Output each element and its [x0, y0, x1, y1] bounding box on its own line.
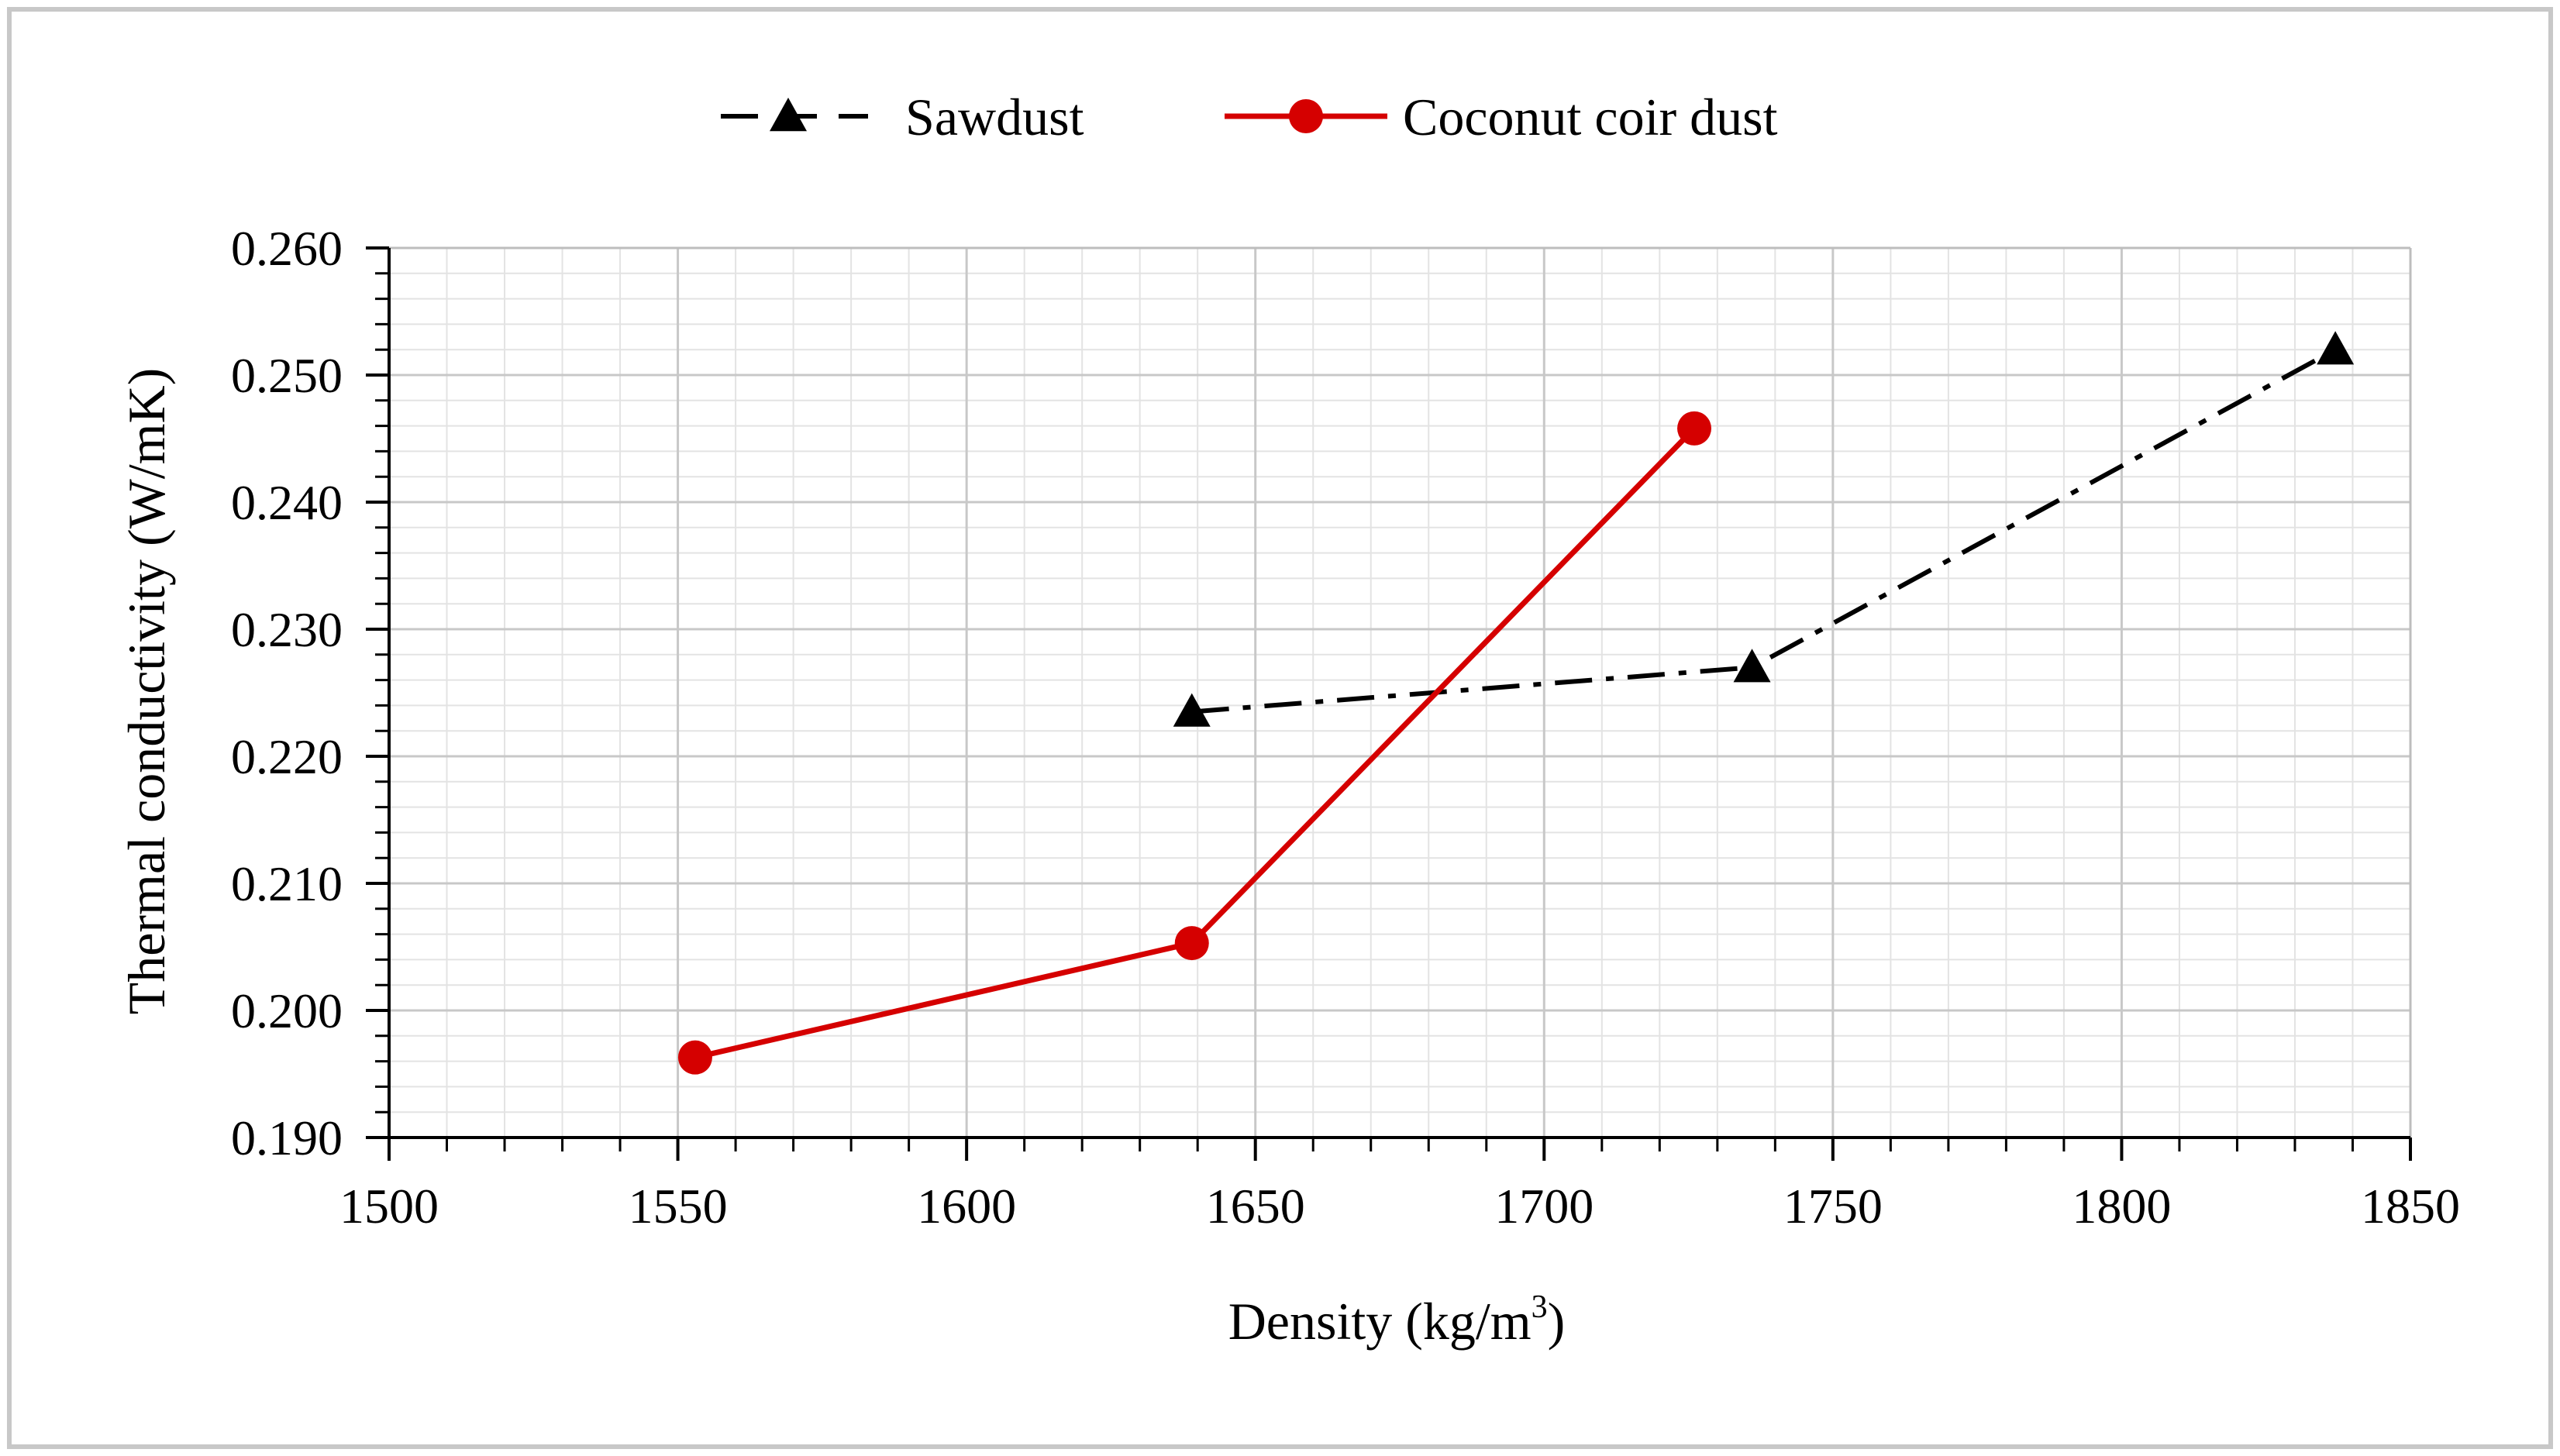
y-axis-title: Thermal conductivity (W/mK): [117, 368, 176, 1015]
x-tick-label: 1500: [339, 1179, 439, 1234]
y-tick-label: 0.200: [231, 983, 343, 1038]
series-layer: [677, 331, 2355, 1075]
x-axis-ticks: 1500 1550 1600 1650 1700 1750 1800 1850: [339, 1138, 2460, 1234]
legend-marker-coconut-coir-dust: [1289, 99, 1323, 133]
data-point-coconut-coir-dust: [1174, 926, 1209, 961]
y-tick-label: 0.230: [231, 602, 343, 657]
legend-item-coconut-coir-dust: Coconut coir dust: [1225, 88, 1778, 146]
legend: Sawdust Coconut coir dust: [721, 88, 1778, 146]
x-tick-label: 1550: [629, 1179, 728, 1234]
x-tick-label: 1700: [1494, 1179, 1594, 1234]
data-point-sawdust: [1173, 693, 1211, 727]
series-coconut-coir-dust: [677, 411, 1712, 1075]
x-tick-label: 1650: [1206, 1179, 1305, 1234]
axes: [388, 246, 2412, 1139]
legend-label-coconut-coir-dust: Coconut coir dust: [1403, 88, 1778, 146]
y-tick-label: 0.190: [231, 1110, 343, 1165]
x-tick-label: 1800: [2072, 1179, 2171, 1234]
data-point-sawdust: [2317, 331, 2355, 365]
y-tick-label: 0.250: [231, 348, 343, 403]
x-tick-label: 1750: [1783, 1179, 1883, 1234]
x-axis-title: Density (kg/m3): [1228, 1289, 1566, 1351]
data-point-sawdust: [1733, 649, 1771, 683]
y-tick-label: 0.240: [231, 475, 343, 530]
data-point-coconut-coir-dust: [677, 1040, 712, 1075]
x-tick-label: 1600: [917, 1179, 1016, 1234]
y-tick-label: 0.260: [231, 221, 343, 276]
y-tick-label: 0.210: [231, 856, 343, 911]
data-point-coconut-coir-dust: [1677, 411, 1712, 446]
x-tick-label: 1850: [2361, 1179, 2460, 1234]
series-sawdust: [1173, 331, 2355, 727]
y-axis-ticks: 0.190 0.200 0.210 0.220 0.230 0.240 0.250 0.260: [231, 221, 389, 1165]
legend-label-sawdust: Sawdust: [905, 88, 1084, 146]
legend-marker-sawdust: [770, 98, 807, 132]
legend-item-sawdust: Sawdust: [721, 88, 1084, 146]
y-tick-label: 0.220: [231, 729, 343, 784]
